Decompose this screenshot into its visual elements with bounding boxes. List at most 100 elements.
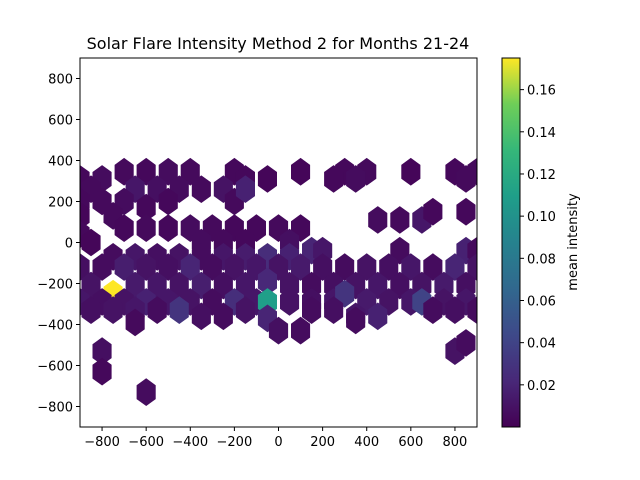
hex-cell — [335, 253, 355, 281]
colorbar-label: mean intensity — [566, 193, 581, 291]
hex-cell — [467, 296, 477, 324]
hex-cell — [235, 175, 255, 203]
hex-cell — [324, 165, 344, 193]
y-tick-label: 600 — [48, 114, 73, 129]
colorbar-tick-label: 0.06 — [527, 294, 556, 309]
hex-cell — [291, 253, 311, 281]
hex-cell — [224, 253, 244, 281]
hex-cell — [357, 253, 377, 281]
x-tick-label: −400 — [172, 435, 208, 450]
hex-cell — [368, 206, 388, 234]
hex-cell — [125, 271, 145, 300]
hex-cell — [390, 236, 410, 265]
hex-cell — [379, 253, 399, 281]
hex-cell — [445, 253, 465, 281]
hex-cell — [180, 157, 200, 186]
hex-cell — [191, 175, 211, 203]
hex-cell — [81, 271, 101, 300]
hex-cell — [456, 197, 476, 226]
hex-cell — [368, 271, 388, 300]
hex-cell — [114, 214, 134, 242]
hex-cell — [213, 271, 233, 300]
hex-cell — [368, 302, 388, 331]
x-tick-label: 200 — [310, 435, 335, 450]
hex-cell — [180, 253, 200, 281]
hex-cell — [302, 296, 322, 324]
hex-cell — [125, 308, 145, 337]
hex-cell — [235, 271, 255, 300]
hex-cell — [346, 306, 366, 335]
y-tick-label: 200 — [48, 196, 73, 211]
x-tick-label: −600 — [128, 435, 164, 450]
hex-cell — [257, 165, 277, 193]
y-tick-label: −400 — [37, 319, 73, 334]
hex-cell — [169, 271, 189, 300]
plot-frame — [79, 57, 478, 428]
hex-cell — [169, 296, 189, 324]
hex-cell — [136, 157, 156, 186]
y-axis: −800 −600 −400 −200 0 200 400 600 800 — [37, 73, 80, 416]
x-tick-label: 400 — [354, 435, 379, 450]
hex-cell — [346, 165, 366, 193]
hex-cell — [191, 271, 211, 300]
colorbar-tick-label: 0.04 — [527, 337, 556, 352]
y-tick-label: −600 — [37, 360, 73, 375]
hex-cell — [202, 253, 222, 281]
hex-cell — [401, 253, 421, 281]
colorbar-tick-label: 0.16 — [527, 84, 556, 99]
hex-cell — [81, 228, 101, 257]
y-tick-label: −800 — [37, 401, 73, 416]
hex-cell — [158, 187, 178, 216]
colorbar — [501, 57, 521, 428]
hex-cell — [136, 214, 156, 242]
colorbar-tick-label: 0.10 — [527, 210, 556, 225]
hex-cell — [80, 253, 90, 281]
y-tick-label: 0 — [65, 237, 73, 252]
hex-cell — [423, 296, 443, 324]
hex-cell — [191, 302, 211, 331]
hex-cell — [158, 253, 178, 281]
y-tick-label: 400 — [48, 155, 73, 170]
colorbar-tick-label: 0.12 — [527, 168, 556, 183]
hex-cell — [92, 357, 112, 386]
hex-cell — [423, 253, 443, 281]
hex-cell — [147, 296, 167, 324]
hex-cell — [92, 337, 112, 365]
hex-cell — [103, 296, 123, 324]
hex-cell — [136, 253, 156, 281]
hex-cell — [291, 157, 311, 186]
hex-cell — [81, 296, 101, 324]
hex-cell — [401, 157, 421, 186]
chart-title: Solar Flare Intensity Method 2 for Month… — [87, 34, 470, 53]
colorbar-tick-label: 0.14 — [527, 126, 556, 141]
hex-cell — [92, 253, 112, 281]
x-tick-label: 800 — [443, 435, 468, 450]
x-tick-label: 0 — [274, 435, 282, 450]
y-tick-label: 800 — [48, 73, 73, 88]
colorbar-tick-label: 0.02 — [527, 379, 556, 394]
hex-cell — [235, 296, 255, 324]
hex-cell — [467, 253, 477, 281]
hexbin-cells — [80, 157, 477, 406]
hex-cell — [456, 165, 476, 193]
hex-cell — [324, 296, 344, 324]
hex-cell — [147, 271, 167, 300]
hex-cell — [335, 279, 355, 308]
hex-cell — [423, 197, 443, 226]
colorbar-axis: 0.02 0.04 0.06 0.08 0.10 0.12 0.14 0.16 — [520, 84, 556, 394]
hex-cell — [456, 329, 476, 357]
hex-cell — [291, 316, 311, 345]
hex-cell — [313, 253, 333, 281]
hex-cell — [445, 296, 465, 324]
x-tick-label: −800 — [84, 435, 120, 450]
hex-cell — [390, 271, 410, 300]
hex-cell — [390, 206, 410, 234]
x-tick-label: −200 — [217, 435, 253, 450]
hex-cell — [114, 253, 134, 281]
colorbar-tick-label: 0.08 — [527, 252, 556, 267]
y-tick-label: −200 — [37, 278, 73, 293]
x-axis: −800 −600 −400 −200 0 200 400 600 800 — [84, 427, 467, 450]
hex-cell — [136, 193, 156, 222]
hex-cell — [268, 316, 289, 345]
